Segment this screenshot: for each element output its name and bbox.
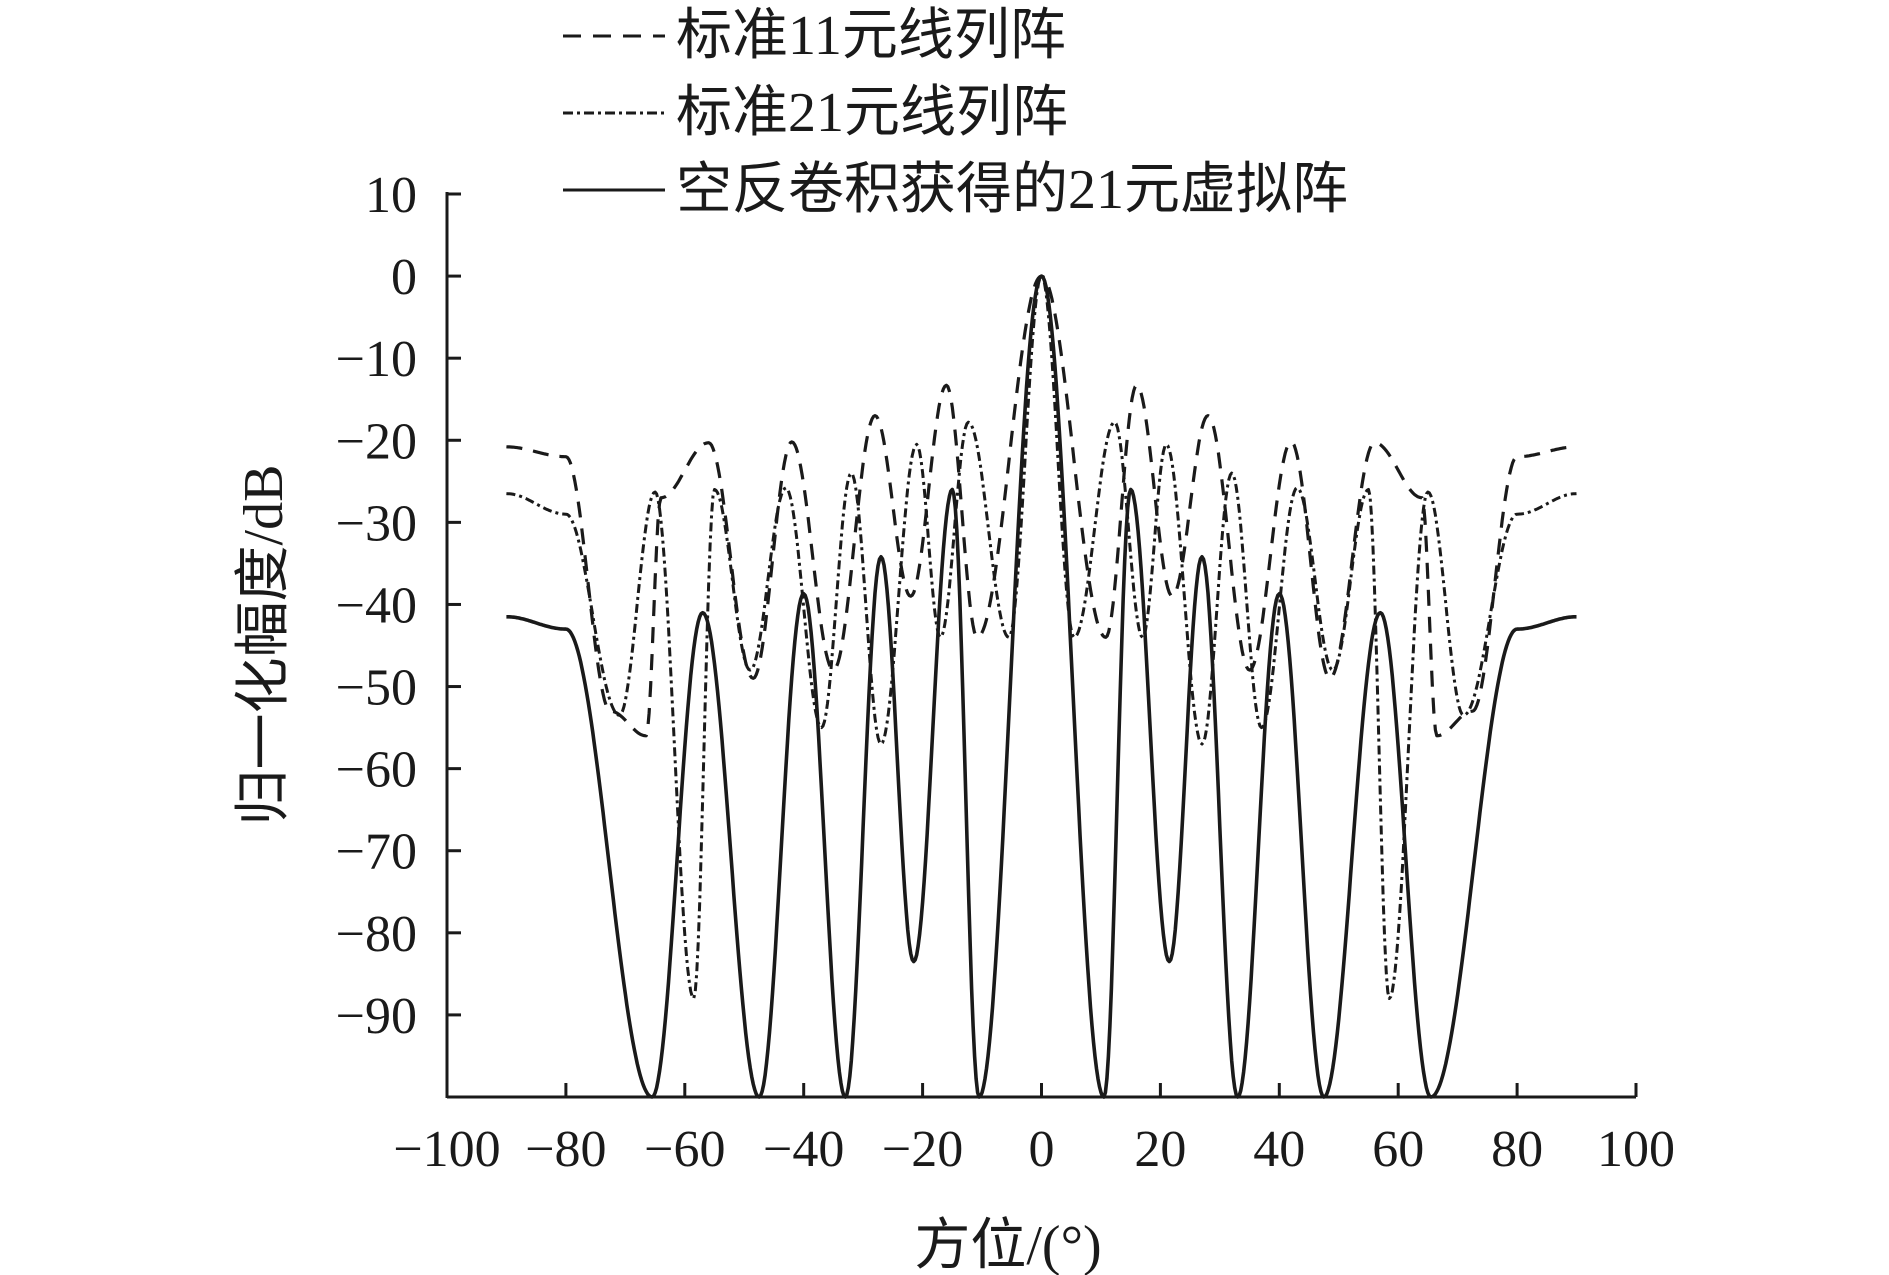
x-ticks: −100 −80 −60 −40 −20 0 20 40 60 80 100: [393, 1083, 1675, 1178]
y-tick-label: −20: [336, 413, 417, 470]
x-axis-title: 方位/(°): [914, 1215, 1101, 1275]
legend-label-series-3: 空反卷积获得的21元虚拟阵: [676, 159, 1348, 221]
series-line-3: [506, 274, 1577, 1099]
legend-label-series-1: 标准11元线列阵: [676, 5, 1066, 67]
legend-label-series-2: 标准21元线列阵: [676, 82, 1068, 144]
x-tick-label: 60: [1372, 1121, 1424, 1178]
x-tick-label: 100: [1597, 1121, 1675, 1178]
y-tick-label: −70: [336, 824, 417, 881]
y-tick-label: −60: [336, 742, 417, 799]
x-tick-label: −60: [644, 1121, 725, 1178]
y-tick-label: 0: [391, 249, 417, 306]
series-line-2: [506, 274, 1577, 1000]
x-tick-label: 20: [1134, 1121, 1186, 1178]
y-ticks: 10 0 −10 −20 −30 −40 −50 −60 −70 −80 −90: [336, 167, 461, 1045]
y-tick-label: −10: [336, 331, 417, 388]
y-tick-label: −50: [336, 660, 417, 717]
x-tick-label: −20: [882, 1121, 963, 1178]
y-tick-label: −90: [336, 988, 417, 1045]
x-tick-label: 40: [1253, 1121, 1305, 1178]
y-axis-title: 归一化幅度/dB: [233, 465, 295, 826]
y-tick-label: −80: [336, 906, 417, 963]
series-line-1: [506, 274, 1577, 738]
x-tick-label: 0: [1029, 1121, 1055, 1178]
x-tick-label: −80: [525, 1121, 606, 1178]
y-axis: 10 0 −10 −20 −30 −40 −50 −60 −70 −80 −90: [336, 167, 461, 1098]
y-tick-label: 10: [365, 167, 417, 224]
plot-series: [506, 274, 1577, 1099]
x-tick-label: −100: [393, 1121, 500, 1178]
x-tick-label: −40: [763, 1121, 844, 1178]
x-axis: −100 −80 −60 −40 −20 0 20 40 60 80 100: [393, 1083, 1675, 1178]
y-tick-label: −40: [336, 577, 417, 634]
legend: 标准11元线列阵 标准21元线列阵 空反卷积获得的21元虚拟阵: [563, 5, 1348, 221]
y-tick-label: −30: [336, 495, 417, 552]
x-tick-label: 80: [1491, 1121, 1543, 1178]
